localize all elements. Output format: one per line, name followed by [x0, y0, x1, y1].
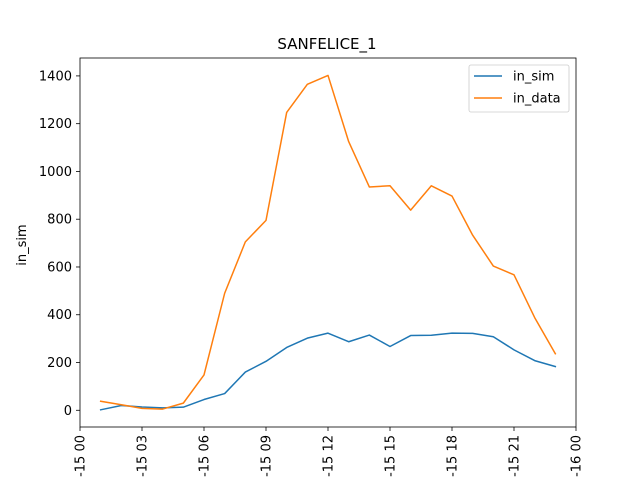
y-tick-label: 1000	[39, 165, 72, 180]
legend: in_sim in_data	[468, 64, 570, 113]
series-layer	[99, 74, 557, 411]
y-tick-label: 600	[47, 260, 72, 275]
y-tick-label: 1200	[39, 117, 72, 132]
y-tick-label: 0	[64, 404, 72, 419]
legend-label-in_data: in_data	[513, 92, 561, 107]
x-tick-label: -15 12	[322, 435, 337, 477]
x-tick-label: -15 09	[260, 435, 275, 477]
x-tick-label: -15 03	[136, 435, 151, 477]
axes-layer: 0 200 400 600 800 1000 1200 1400 -15 00 -15 03 -15…	[39, 57, 585, 477]
x-tick-label: -15 18	[446, 435, 461, 477]
y-tick-label: 1400	[39, 69, 72, 84]
chart-title: SANFELICE_1	[277, 35, 376, 54]
x-tick-label: -15 00	[74, 435, 89, 477]
legend-label-in_sim: in_sim	[513, 70, 554, 85]
x-tick-label: -15 06	[198, 435, 213, 477]
series-line-in_data	[99, 74, 557, 410]
y-axis-label: in_sim	[15, 224, 30, 265]
x-tick-label: -15 21	[508, 435, 523, 477]
x-tick-label: -16 00	[570, 435, 585, 477]
x-tick-label: -15 15	[384, 435, 399, 477]
series-line-in_sim	[99, 332, 557, 411]
y-tick-label: 400	[47, 308, 72, 323]
y-tick-label: 800	[47, 213, 72, 228]
y-tick-label: 200	[47, 356, 72, 371]
